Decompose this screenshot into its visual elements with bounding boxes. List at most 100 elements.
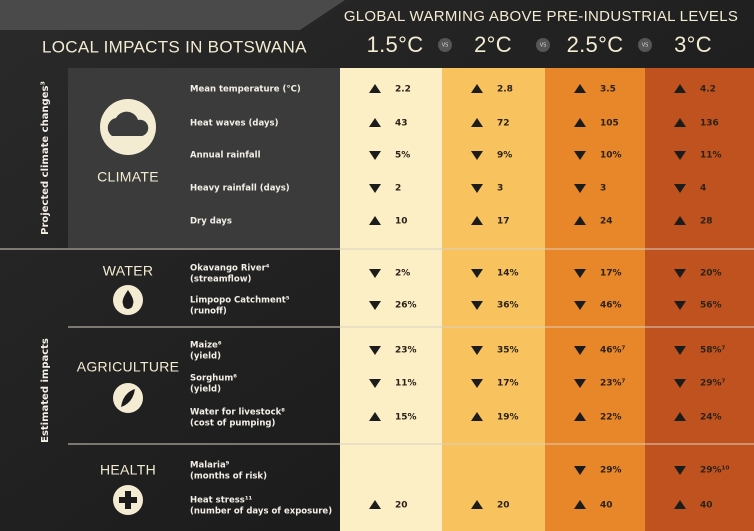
drop [122,290,134,309]
arrow-down [674,346,686,355]
arrow-up [574,500,586,509]
cell-value: 9% [497,151,512,161]
cell-value: 72 [497,119,510,129]
icons [100,99,156,515]
arrow-up [369,500,381,509]
cell-value: 17% [497,379,519,389]
level-label: 2°C [474,32,512,57]
arrow-down [369,269,381,278]
arrow-up [471,216,483,225]
vs-label: VS [540,43,547,49]
arrow-up [369,216,381,225]
arrow-down [369,301,381,310]
cell-value: 40 [700,501,713,511]
arrow-down [574,466,586,475]
cell-value: 24% [700,413,722,423]
arrow-down [574,269,586,278]
row-label: Water for livestock⁸ [190,408,285,418]
level-label: 1.5°C [367,32,424,57]
arrow-up [369,412,381,421]
cell-value: 4.2 [700,85,716,95]
cell-value: 17% [600,269,622,279]
row-label: Mean temperature (°C) [190,85,301,95]
vs-badge [638,38,652,52]
row-sublabel: (yield) [190,352,221,362]
arrow-down [674,379,686,388]
cell-value: 20% [700,269,722,279]
arrow-down [471,184,483,193]
arrow-down [574,379,586,388]
cross [119,491,137,509]
cell-value: 23% [395,346,417,356]
cell-value: 20 [395,501,408,511]
level-column [545,68,645,531]
level-column [340,68,442,531]
cell-value: 29%¹⁰ [700,466,729,476]
climate-panel [68,68,340,248]
row-label: Limpopo Catchment⁵ [190,296,290,306]
cell-value: 2.2 [395,85,411,95]
arrow-up [574,412,586,421]
arrow-down [471,346,483,355]
cell-value: 4 [700,184,706,194]
cell-value: 35% [497,346,519,356]
row-label: Heat waves (days) [190,119,279,129]
vs-badge [438,38,452,52]
arrow-down [674,269,686,278]
scenario-title: GLOBAL WARMING ABOVE PRE-INDUSTRIAL LEVE… [344,8,738,25]
cell-value: 136 [700,119,719,129]
cell-value: 105 [600,119,619,129]
cell-value: 10 [395,217,408,227]
row-label: Sorghum⁶ [190,374,237,384]
arrow-up [674,500,686,509]
cell-value: 14% [497,269,519,279]
vs-label: VS [442,43,449,49]
section-label: WATER [103,263,154,279]
vs-badge [536,38,550,52]
arrow-up [674,412,686,421]
cell-value: 24 [600,217,613,227]
row-label: Heavy rainfall (days) [190,184,290,194]
arrow-up [471,118,483,127]
cell-value: 26% [395,301,417,311]
row-label: Annual rainfall [190,151,261,161]
arrow-down [574,151,586,160]
group-label: Estimated impacts [40,338,51,443]
arrow-down [574,301,586,310]
arrow-up [674,118,686,127]
arrow-up [574,216,586,225]
arrow-down [471,269,483,278]
arrow-up [574,84,586,93]
cell-value: 29% [600,466,622,476]
row-sublabel: (yield) [190,385,221,395]
title: LOCAL IMPACTS IN BOTSWANA [42,37,307,56]
arrow-up [471,500,483,509]
cell-value: 56% [700,301,722,311]
arrow-down [674,184,686,193]
row-label: Dry days [190,217,232,227]
row-label: Malaria⁹ [190,461,230,471]
cell-value: 2% [395,269,410,279]
arrow-down [369,346,381,355]
row-label: Okavango River⁴ [190,264,270,274]
level-label: 3°C [674,32,712,57]
cell-value: 3.5 [600,85,616,95]
cell-value: 23%⁷ [600,379,626,389]
row-label: Maize⁶ [190,341,222,351]
arrow-down [674,151,686,160]
arrow-down [369,151,381,160]
cell-value: 10% [600,151,622,161]
vs-label: VS [642,43,649,49]
cell-value: 58%⁷ [700,346,726,356]
arrow-down [674,301,686,310]
cell-value: 20 [497,501,510,511]
cell-value: 29%⁷ [700,379,726,389]
leaf [121,389,135,407]
cell-value: 3 [497,184,503,194]
level-label: 2.5°C [567,32,624,57]
row-sublabel: (streamflow) [190,275,252,285]
row-sublabel: (runoff) [190,307,227,317]
cell-value: 28 [700,217,713,227]
level-column [645,68,754,531]
row-sublabel: (months of risk) [190,472,267,482]
